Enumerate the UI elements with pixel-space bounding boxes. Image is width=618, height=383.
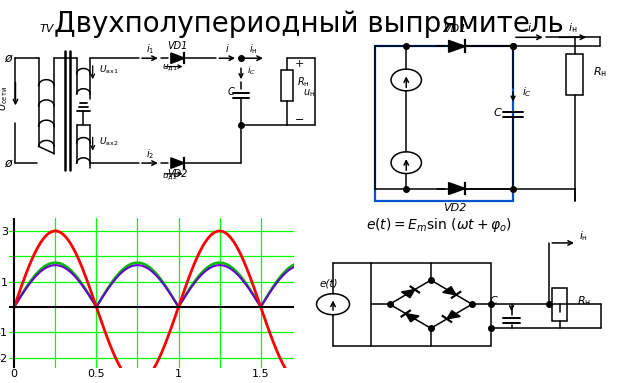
Polygon shape xyxy=(447,311,460,319)
Text: $R_{\rm н}$: $R_{\rm н}$ xyxy=(297,75,309,89)
Text: $C$: $C$ xyxy=(493,106,503,118)
Text: $U_{\rm сети}$: $U_{\rm сети}$ xyxy=(0,86,10,111)
Polygon shape xyxy=(402,290,415,298)
Text: VD1: VD1 xyxy=(444,24,467,34)
Text: e(t): e(t) xyxy=(320,279,338,289)
Bar xyxy=(567,54,583,95)
Text: $u_{\rm н}$: $u_{\rm н}$ xyxy=(303,87,315,99)
Bar xyxy=(282,70,294,101)
Text: $R_{\rm н}$: $R_{\rm н}$ xyxy=(577,294,591,308)
Text: VD2: VD2 xyxy=(167,169,188,179)
Text: ø: ø xyxy=(4,157,12,170)
Text: $C$: $C$ xyxy=(489,294,499,306)
Bar xyxy=(552,288,567,321)
Text: +: + xyxy=(295,59,305,69)
Polygon shape xyxy=(171,53,184,64)
Text: $i_C$: $i_C$ xyxy=(247,65,256,77)
Text: $R_{\rm н}$: $R_{\rm н}$ xyxy=(593,65,607,79)
Bar xyxy=(376,46,513,201)
Text: $C$: $C$ xyxy=(227,85,236,97)
Text: $i_{\rm н}$: $i_{\rm н}$ xyxy=(568,21,577,34)
Text: −: − xyxy=(295,115,305,124)
Text: $u_{\rm д1}$: $u_{\rm д1}$ xyxy=(162,62,178,73)
Text: $i_C$: $i_C$ xyxy=(522,85,532,99)
Text: Двухполупериодный выпрямитель: Двухполупериодный выпрямитель xyxy=(54,10,564,38)
Text: $i_1$: $i_1$ xyxy=(146,42,154,56)
Text: $u_{\rm д2}$: $u_{\rm д2}$ xyxy=(162,171,178,182)
Polygon shape xyxy=(406,314,419,322)
Text: $i$: $i$ xyxy=(527,21,532,33)
Text: $i_{\rm н}$: $i_{\rm н}$ xyxy=(578,230,588,244)
Text: ø: ø xyxy=(4,52,12,65)
Text: VD1: VD1 xyxy=(167,41,188,51)
Text: VD2: VD2 xyxy=(444,203,467,213)
Text: $U_{\rm вх2}$: $U_{\rm вх2}$ xyxy=(99,135,118,147)
Text: TV: TV xyxy=(39,24,54,34)
Text: $U_{\rm вх1}$: $U_{\rm вх1}$ xyxy=(99,64,119,76)
Text: $e(t) = E_m \sin\,(\omega t + \varphi_o)$: $e(t) = E_m \sin\,(\omega t + \varphi_o)… xyxy=(366,216,512,234)
Polygon shape xyxy=(442,286,456,295)
Bar xyxy=(371,263,491,346)
Polygon shape xyxy=(449,183,465,195)
Polygon shape xyxy=(171,158,184,168)
Polygon shape xyxy=(449,40,465,52)
Text: $i$: $i$ xyxy=(225,42,229,54)
Text: $i_2$: $i_2$ xyxy=(146,147,154,161)
Text: $i_{\rm н}$: $i_{\rm н}$ xyxy=(249,42,258,56)
